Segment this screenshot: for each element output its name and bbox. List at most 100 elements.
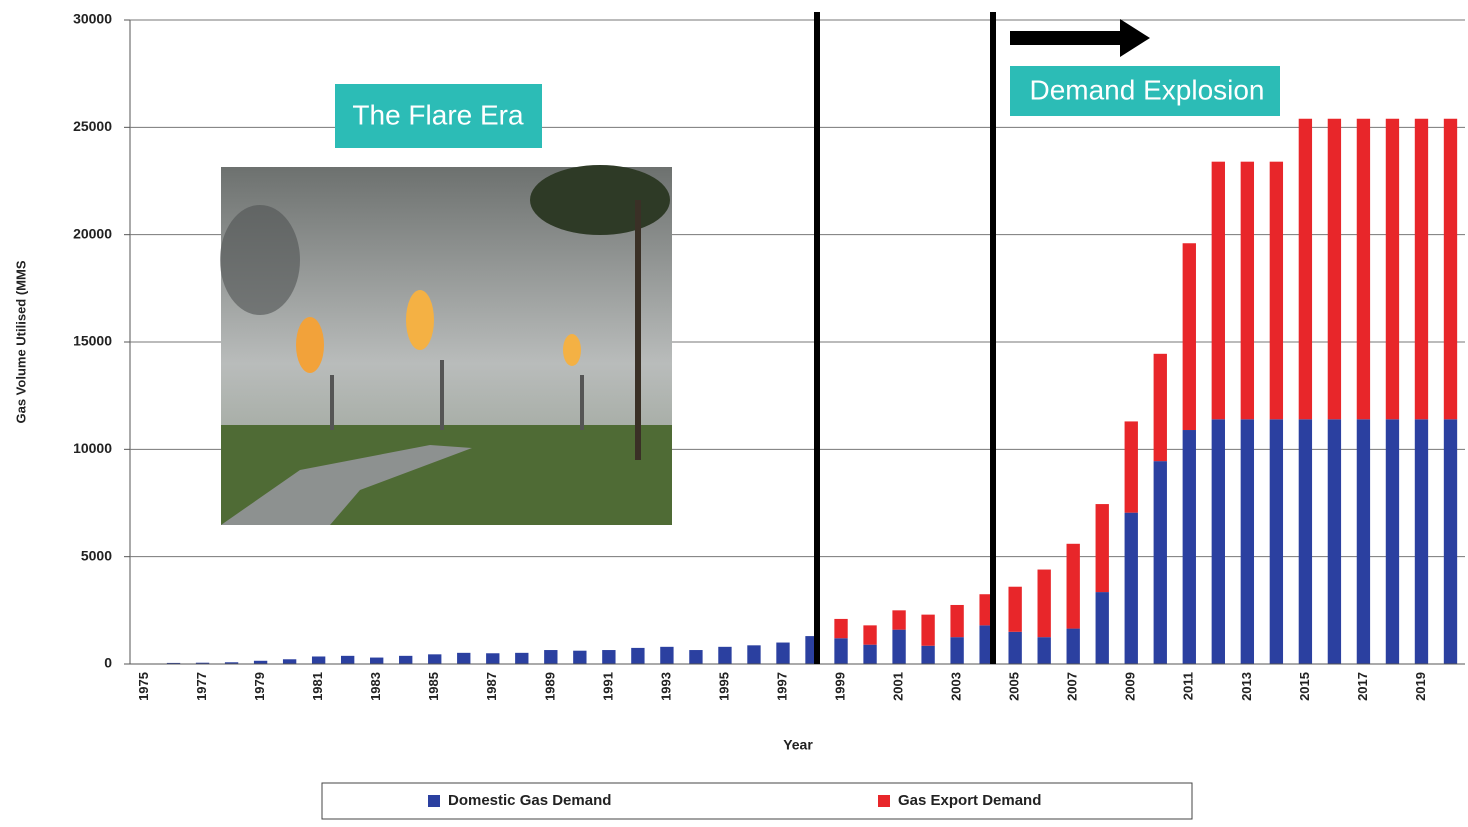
bar-segment	[1212, 419, 1225, 664]
x-tick-label: 1979	[252, 672, 267, 701]
legend-label: Domestic Gas Demand	[448, 792, 611, 809]
divider-line	[990, 12, 996, 664]
bar-segment	[1415, 419, 1428, 664]
bar-segment	[660, 647, 673, 664]
bar-segment	[602, 650, 615, 664]
x-tick-label: 2009	[1123, 672, 1138, 701]
y-tick-label: 10000	[73, 440, 112, 456]
x-tick-label: 1977	[194, 672, 209, 701]
bar-segment	[950, 605, 963, 637]
bar-segment	[1241, 162, 1254, 420]
bar-segment	[1096, 504, 1109, 592]
bar-segment	[1270, 162, 1283, 420]
annotation: The Flare Era	[352, 99, 524, 130]
legend-swatch	[428, 795, 440, 807]
bar-segment	[1328, 119, 1341, 420]
bar-segment	[1357, 419, 1370, 664]
x-tick-label: 2003	[949, 672, 964, 701]
bar-segment	[370, 658, 383, 664]
bar-segment	[1299, 119, 1312, 420]
bar-segment	[1357, 119, 1370, 420]
bar-segment	[776, 643, 789, 664]
bar-segment	[283, 659, 296, 664]
bar-segment	[921, 646, 934, 664]
y-tick-label: 25000	[73, 118, 112, 134]
bar-segment	[1008, 632, 1021, 664]
bar-segment	[1241, 419, 1254, 664]
bar-segment	[892, 630, 905, 664]
x-tick-label: 1999	[832, 672, 847, 701]
x-tick-label: 2015	[1297, 672, 1312, 701]
bar-segment	[950, 637, 963, 664]
x-tick-label: 1997	[774, 672, 789, 701]
x-tick-label: 1983	[368, 672, 383, 701]
arrow	[1010, 19, 1150, 57]
legend-swatch	[878, 795, 890, 807]
bar-segment	[1125, 421, 1138, 512]
legend-label: Gas Export Demand	[898, 792, 1041, 809]
x-tick-label: 1985	[426, 672, 441, 701]
y-tick-label: 15000	[73, 333, 112, 349]
bar-segment	[573, 651, 586, 664]
bar-segment	[1444, 119, 1457, 420]
x-tick-label: 1987	[484, 672, 499, 701]
bar-segment	[1154, 354, 1167, 461]
x-axis-label: Year	[783, 737, 813, 753]
bar-segment	[1096, 592, 1109, 664]
bar-segment	[544, 650, 557, 664]
bar-segment	[1299, 419, 1312, 664]
bar-segment	[1125, 513, 1138, 664]
x-tick-label: 1991	[600, 672, 615, 701]
x-tick-label: 1981	[310, 672, 325, 701]
bar-segment	[863, 625, 876, 644]
y-tick-label: 5000	[81, 547, 112, 563]
bar-segment	[1067, 544, 1080, 629]
bar-segment	[1328, 419, 1341, 664]
bar-segment	[1154, 461, 1167, 664]
bar-segment	[399, 656, 412, 664]
y-axis-label: Gas Volume Utilised (MMS	[13, 260, 28, 423]
x-tick-label: 2005	[1007, 672, 1022, 701]
divider-line	[814, 12, 820, 664]
bar-segment	[312, 656, 325, 664]
bar-segment	[1386, 419, 1399, 664]
bar-segment	[1183, 243, 1196, 430]
x-tick-label: 2001	[891, 672, 906, 701]
x-tick-label: 1989	[542, 672, 557, 701]
bar-segment	[428, 654, 441, 664]
x-tick-label: 2019	[1413, 672, 1428, 701]
y-tick-label: 0	[104, 655, 112, 671]
x-tick-label: 2017	[1355, 672, 1370, 701]
annotation: Demand Explosion	[1029, 74, 1264, 105]
bar-segment	[457, 653, 470, 664]
bar-segment	[631, 648, 644, 664]
bar-segment	[1008, 587, 1021, 632]
photo	[220, 165, 672, 525]
y-tick-label: 20000	[73, 225, 112, 241]
bar-segment	[515, 653, 528, 664]
bar-segment	[1067, 629, 1080, 664]
bar-segment	[747, 645, 760, 664]
x-tick-label: 1975	[136, 672, 151, 701]
bar-segment	[1038, 637, 1051, 664]
bar-segment	[834, 619, 847, 638]
bar-segment	[1415, 119, 1428, 420]
bar-segment	[892, 610, 905, 629]
bar-segment	[863, 645, 876, 664]
bar-segment	[1038, 570, 1051, 638]
bar-segment	[486, 653, 499, 664]
bar-segment	[834, 638, 847, 664]
bar-segment	[1444, 419, 1457, 664]
bar-segment	[1183, 430, 1196, 664]
x-tick-label: 1995	[716, 672, 731, 701]
bar-segment	[718, 647, 731, 664]
bar-segment	[1386, 119, 1399, 420]
bar-segment	[689, 650, 702, 664]
bar-segment	[921, 615, 934, 646]
x-tick-label: 2007	[1065, 672, 1080, 701]
x-tick-label: 2013	[1239, 672, 1254, 701]
x-tick-label: 1993	[658, 672, 673, 701]
bar-segment	[341, 656, 354, 664]
x-tick-label: 2011	[1181, 672, 1196, 700]
